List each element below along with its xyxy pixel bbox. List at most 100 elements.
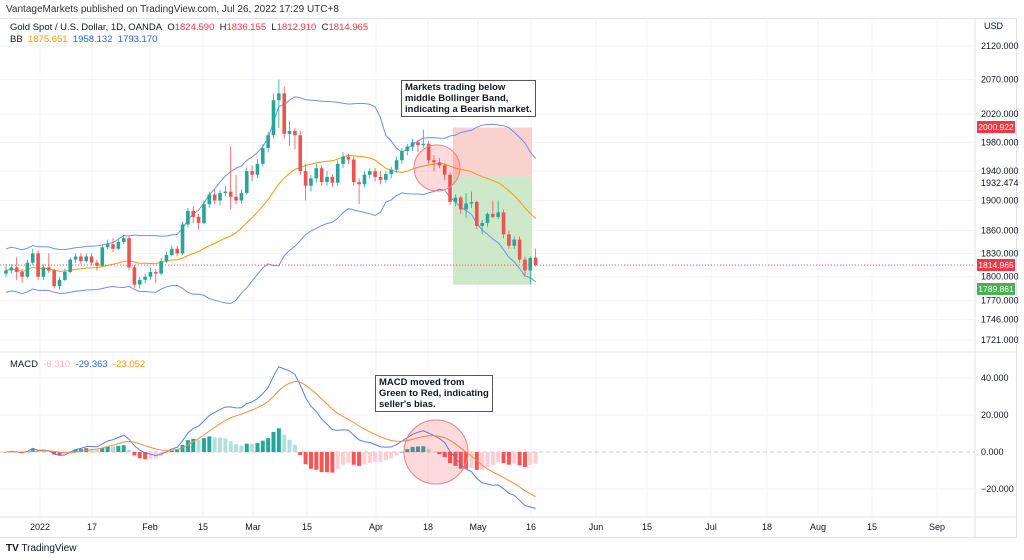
- candle-body: [244, 171, 249, 194]
- candle-body: [453, 197, 458, 202]
- candle-body: [218, 193, 222, 201]
- time-tick-label: Aug: [810, 522, 826, 532]
- candle-body: [362, 174, 367, 185]
- candle-body: [25, 262, 30, 277]
- candle-body: [533, 257, 538, 266]
- bb-label[interactable]: BB: [10, 34, 23, 45]
- candle-body: [89, 256, 94, 263]
- time-tick-label: Jul: [705, 522, 717, 532]
- macd-histogram-bar: [469, 452, 474, 468]
- candle-body: [63, 272, 67, 280]
- macd-histogram-bar: [185, 440, 190, 452]
- high-label: H: [219, 22, 227, 33]
- tradingview-logo-icon: TV: [6, 543, 19, 554]
- macd-histogram-bar: [207, 436, 212, 452]
- macd-annotation[interactable]: MACD moved from Green to Red, indicating…: [375, 375, 493, 412]
- candle-body: [111, 244, 115, 249]
- macd-histogram-bar: [453, 452, 458, 466]
- macd-histogram-bar: [244, 443, 249, 452]
- candle-body: [373, 171, 377, 177]
- candle: [475, 200, 479, 229]
- close-value: 1814.965: [328, 22, 369, 33]
- candle: [303, 163, 308, 201]
- target-zone: [453, 127, 532, 177]
- candle: [68, 257, 72, 274]
- macd-histogram-bar: [357, 452, 362, 466]
- candle: [362, 171, 367, 188]
- candle-body: [448, 174, 452, 202]
- stop-price-badge: 1789.861: [977, 283, 1015, 295]
- candle-body: [255, 163, 260, 175]
- macd-label[interactable]: MACD: [10, 359, 38, 370]
- price-tick-label: 2020.000: [981, 109, 1019, 119]
- candle-body: [437, 162, 442, 166]
- macd-histogram-bar: [287, 439, 292, 452]
- macd-histogram-bar: [137, 452, 142, 459]
- publisher-line: VantageMarkets published on TradingView.…: [6, 4, 339, 15]
- candle-body: [421, 143, 426, 146]
- candle-body: [73, 256, 78, 260]
- candle: [159, 258, 163, 276]
- candle-body: [293, 130, 297, 136]
- candle-body: [469, 201, 474, 204]
- candle-body: [517, 239, 522, 260]
- candle-body: [475, 201, 479, 226]
- candle: [346, 153, 351, 164]
- candle-body: [47, 267, 51, 271]
- candle-body: [277, 93, 281, 101]
- macd-histogram-bar: [132, 452, 137, 456]
- candle: [100, 244, 105, 268]
- time-tick-label: Feb: [142, 522, 158, 532]
- candle: [9, 264, 14, 274]
- candle: [47, 253, 51, 273]
- candle: [325, 171, 329, 186]
- macd-histogram-bar: [116, 445, 121, 452]
- low-label: L: [271, 22, 277, 33]
- candle: [464, 193, 468, 219]
- macd-histogram-bar: [52, 452, 57, 455]
- candle-body: [127, 238, 131, 268]
- open-value: 1824.590: [174, 22, 215, 33]
- macd-histogram-bar: [127, 449, 132, 452]
- candle-body: [335, 163, 340, 183]
- candle-body: [368, 171, 372, 175]
- macd-histogram-bar: [410, 446, 415, 452]
- macd-histogram-bar: [41, 451, 46, 452]
- candle: [410, 138, 415, 151]
- candle: [496, 200, 500, 220]
- tradingview-text: TradingView: [21, 543, 77, 554]
- candle-body: [41, 267, 46, 277]
- macd-histogram-bar: [319, 452, 324, 473]
- time-tick-label: 15: [867, 522, 877, 532]
- candle: [116, 239, 121, 251]
- tradingview-branding[interactable]: TV TradingView: [6, 543, 76, 554]
- macd-histogram-bar: [111, 446, 115, 452]
- macd-histogram-bar: [501, 452, 506, 464]
- candle: [319, 165, 324, 186]
- candle-body: [191, 210, 196, 217]
- candle: [244, 167, 249, 195]
- macd-histogram-bar: [282, 434, 287, 452]
- highlight-circle-macd: [403, 419, 469, 485]
- candle: [25, 259, 30, 279]
- macd-histogram-bar: [522, 452, 527, 467]
- candle-body: [416, 142, 420, 146]
- candle-body: [116, 241, 121, 249]
- candle: [287, 121, 292, 146]
- candle-body: [507, 234, 511, 246]
- candle-body: [68, 259, 72, 273]
- bearish-annotation[interactable]: Markets trading below middle Bollinger B…: [401, 80, 536, 117]
- time-tick-label: 2022: [30, 522, 50, 532]
- candle-body: [4, 270, 8, 274]
- candle: [255, 159, 260, 179]
- symbol-title[interactable]: Gold Spot / U.S. Dollar, 1D, OANDA: [10, 22, 163, 33]
- candle: [223, 185, 228, 197]
- macd-histogram-bar: [223, 438, 228, 452]
- time-tick-label: 18: [423, 522, 433, 532]
- time-tick-label: Mar: [245, 522, 261, 532]
- candle: [180, 221, 185, 255]
- candle-body: [137, 279, 142, 285]
- candle-body: [496, 212, 500, 217]
- macd-tick-label: 20.000: [981, 410, 1009, 420]
